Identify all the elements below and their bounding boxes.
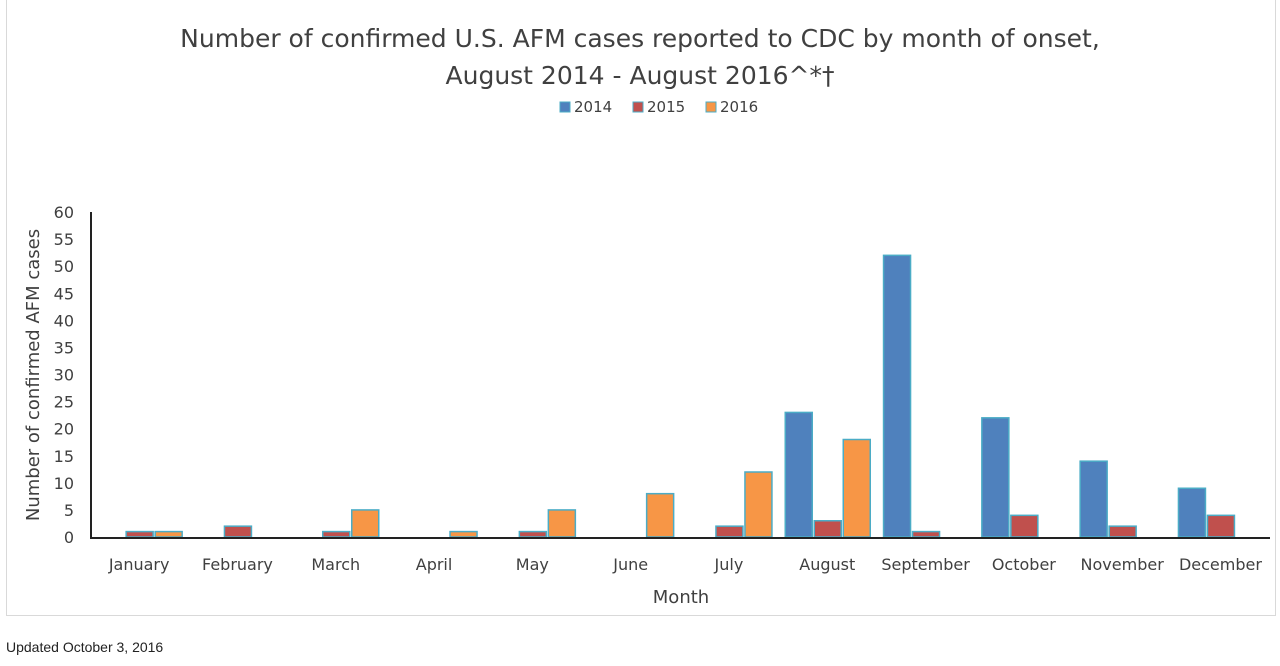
bar-2015-october <box>1010 514 1039 538</box>
bar-2015-may <box>518 530 548 538</box>
legend-swatch-2014 <box>559 101 571 113</box>
y-axis-label: Number of confirmed AFM cases <box>23 229 44 521</box>
chart-title-line-2: August 2014 - August 2016^*† <box>446 61 835 90</box>
y-tick-label: 10 <box>54 474 74 493</box>
x-axis-ticks: January February March April May June July Augu… <box>108 555 1263 574</box>
y-tick-label: 60 <box>54 203 74 222</box>
y-tick-label: 0 <box>64 528 74 547</box>
bar-2014-october <box>981 417 1010 538</box>
x-tick-label: October <box>992 555 1056 574</box>
legend: 2014 2015 2016 <box>559 98 758 116</box>
x-tick-label: July <box>714 555 744 574</box>
x-tick-label: May <box>516 555 549 574</box>
bar-2015-july <box>715 525 744 538</box>
bar-2015-february <box>223 525 253 538</box>
x-tick-label: February <box>202 555 273 574</box>
legend-label-2014: 2014 <box>574 98 612 116</box>
bar-2015-january <box>125 530 154 538</box>
bar-2014-august <box>784 411 813 538</box>
legend-swatch-2016 <box>705 101 717 113</box>
bar-2015-december <box>1206 514 1236 538</box>
y-tick-label: 35 <box>54 338 74 357</box>
legend-swatch-2015 <box>632 101 644 113</box>
x-tick-label: January <box>108 555 170 574</box>
x-axis-label: Month <box>653 587 709 608</box>
bar-2015-november <box>1108 525 1137 538</box>
bar-2016-june <box>645 492 675 538</box>
x-tick-label: December <box>1179 555 1262 574</box>
x-tick-label: March <box>311 555 360 574</box>
bar-2016-january <box>154 530 183 538</box>
chart-title-line-1: Number of confirmed U.S. AFM cases repor… <box>180 24 1100 53</box>
bar-2016-august <box>842 438 871 538</box>
bar-2015-september <box>911 530 941 538</box>
bar-2014-september <box>882 254 912 538</box>
y-tick-label: 15 <box>54 447 74 466</box>
bar-2016-april <box>449 530 478 538</box>
bar-2016-march <box>351 509 380 538</box>
x-tick-label: June <box>612 555 648 574</box>
x-tick-label: April <box>416 555 453 574</box>
y-tick-label: 40 <box>54 311 74 330</box>
x-tick-label: August <box>799 555 855 574</box>
y-tick-label: 55 <box>54 230 74 249</box>
x-tick-label: November <box>1081 555 1165 574</box>
bar-2014-november <box>1079 460 1108 538</box>
bar-2016-july <box>744 471 773 538</box>
chart-frame <box>6 0 1276 616</box>
bar-2014-december <box>1177 487 1207 538</box>
bar-2016-may <box>547 509 577 538</box>
x-tick-label: September <box>881 555 970 574</box>
bars <box>125 254 1236 538</box>
y-axis-ticks: 0 5 10 15 20 25 30 35 40 45 50 55 60 <box>54 203 74 547</box>
legend-label-2016: 2016 <box>720 98 758 116</box>
bar-2015-march <box>322 530 351 538</box>
y-tick-label: 50 <box>54 257 74 276</box>
y-tick-label: 20 <box>54 420 74 439</box>
updated-note: Updated October 3, 2016 <box>6 639 164 655</box>
y-tick-label: 25 <box>54 393 74 412</box>
y-tick-label: 5 <box>64 501 74 520</box>
bar-chart: Number of confirmed U.S. AFM cases repor… <box>23 24 1270 608</box>
y-tick-label: 30 <box>54 366 74 385</box>
y-tick-label: 45 <box>54 284 74 303</box>
bar-2015-august <box>813 520 842 538</box>
legend-label-2015: 2015 <box>647 98 685 116</box>
